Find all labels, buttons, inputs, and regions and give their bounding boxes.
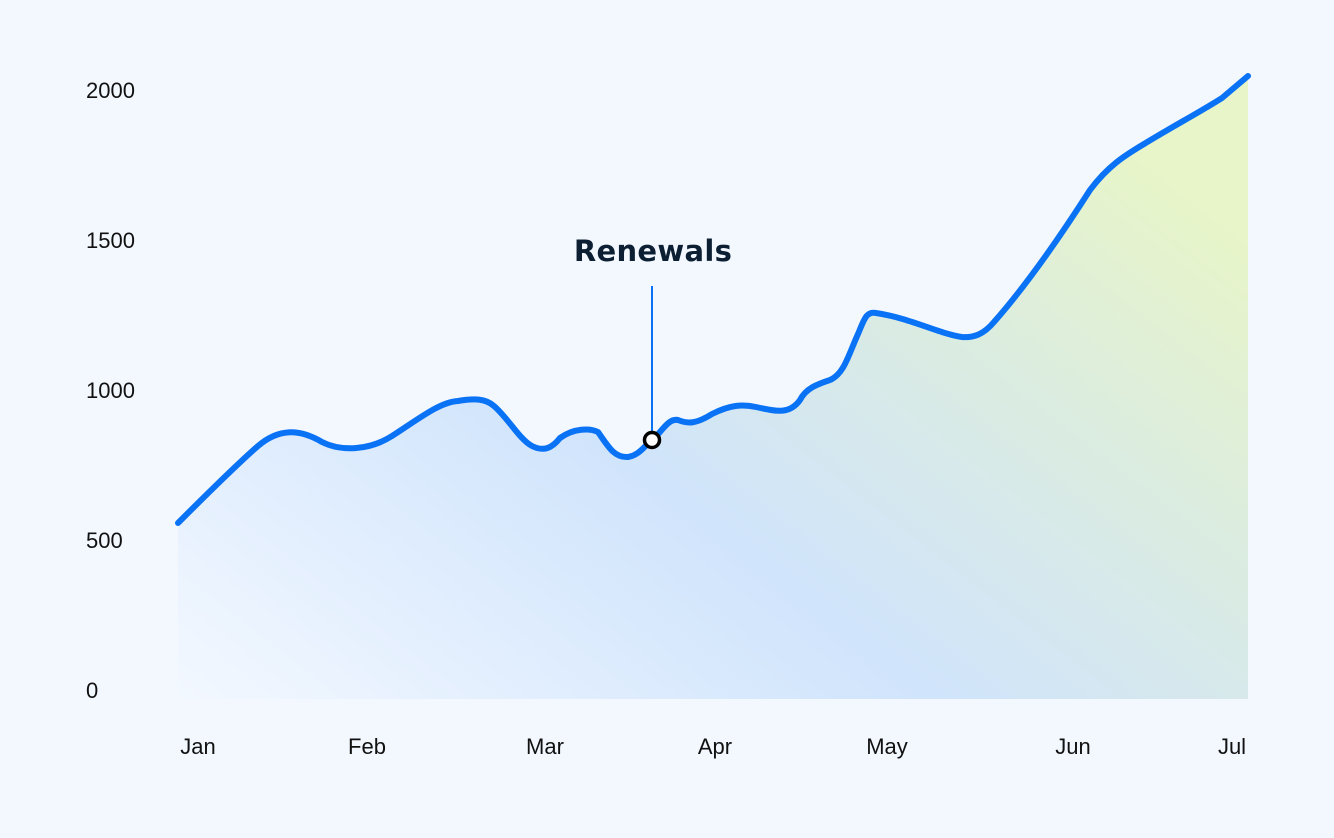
y-tick-1000: 1000 — [86, 378, 135, 403]
x-tick-apr: Apr — [697, 734, 733, 759]
annotation-marker[interactable] — [642, 430, 662, 450]
x-tick-mar: Mar — [526, 734, 564, 759]
y-tick-2000: 2000 — [86, 78, 135, 103]
y-tick-0: 0 — [86, 678, 99, 703]
x-tick-feb: Feb — [348, 734, 386, 759]
x-tick-jan: Jan — [180, 734, 216, 759]
area-fill — [178, 76, 1248, 699]
y-tick-1500: 1500 — [86, 228, 135, 253]
annotation-label: Renewals — [573, 234, 733, 268]
y-tick-500: 500 — [86, 528, 123, 553]
x-tick-may: May — [866, 734, 908, 759]
trend-line — [175, 73, 1251, 526]
x-tick-jun: Jun — [1055, 734, 1091, 759]
x-tick-jul: Jul — [1217, 734, 1247, 759]
